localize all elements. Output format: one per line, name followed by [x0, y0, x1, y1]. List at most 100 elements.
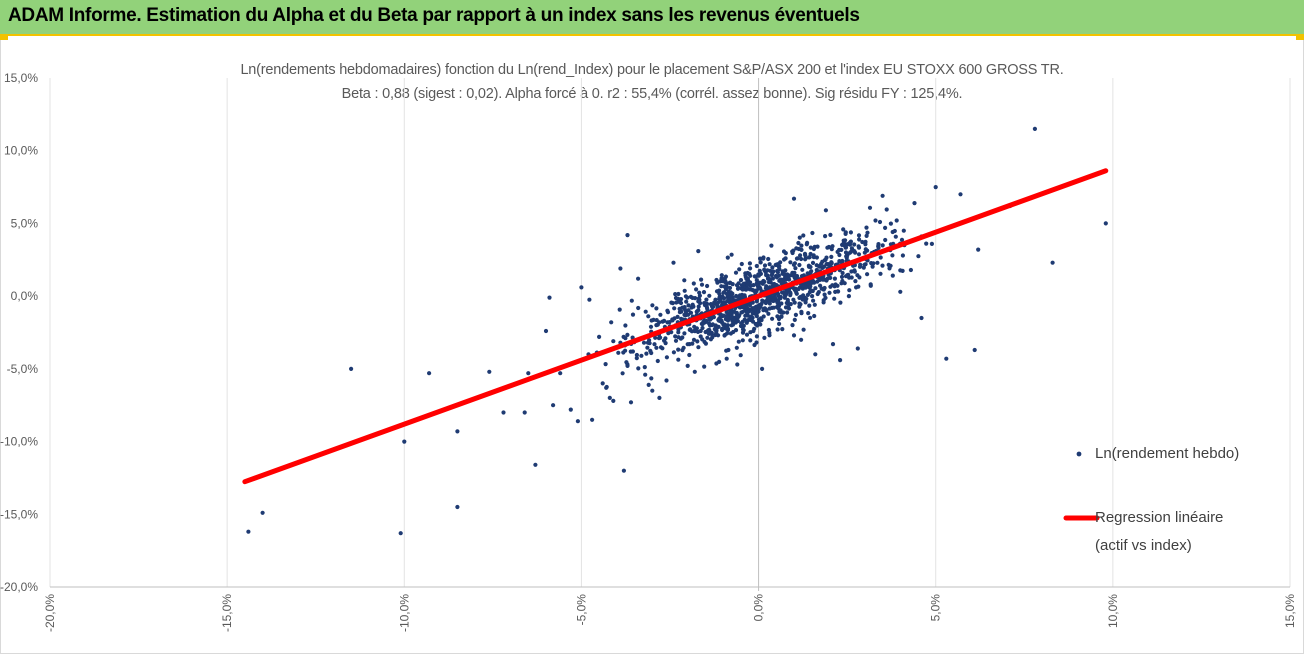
y-tick-label: 10,0%: [4, 144, 38, 158]
scatter-point: [807, 303, 812, 308]
scatter-point: [848, 239, 854, 244]
scatter-point: [782, 257, 787, 262]
scatter-point: [770, 316, 775, 321]
scatter-point: [656, 336, 662, 341]
grid-lines: [49, 78, 1291, 587]
scatter-point: [852, 242, 857, 247]
scatter-point: [722, 333, 727, 338]
scatter-point: [884, 207, 889, 212]
scatter-point: [660, 346, 665, 351]
scatter-point: [806, 311, 811, 316]
scatter-point: [807, 290, 813, 295]
scatter-point: [629, 298, 634, 303]
scatter-point: [776, 306, 781, 311]
y-tick-label: -5,0%: [7, 362, 39, 376]
scatter-point: [621, 468, 627, 473]
scatter-point: [726, 297, 731, 302]
scatter-point: [691, 337, 697, 342]
scatter-point: [654, 306, 659, 311]
scatter-point: [673, 292, 678, 297]
scatter-point: [676, 296, 681, 301]
scatter-point: [870, 264, 875, 269]
scatter-point: [783, 251, 788, 256]
scatter-point: [796, 240, 801, 246]
scatter-point: [782, 272, 787, 277]
scatter-point: [609, 320, 614, 325]
scatter-point: [843, 274, 849, 279]
scatter-point: [828, 232, 833, 237]
scatter-point: [734, 345, 739, 350]
scatter-point: [689, 329, 695, 334]
banner-corner-left: [0, 34, 8, 40]
scatter-point: [646, 314, 651, 319]
scatter-point: [725, 314, 730, 320]
scatter-point: [623, 323, 628, 328]
scatter-point: [772, 281, 777, 287]
scatter-point: [398, 531, 403, 536]
scatter-point: [849, 275, 854, 280]
scatter-point: [727, 285, 733, 290]
scatter-point: [551, 403, 556, 408]
scatter-point: [752, 342, 757, 348]
scatter-point: [944, 356, 949, 361]
scatter-point: [501, 410, 506, 415]
scatter-point: [680, 305, 685, 310]
scatter-point: [779, 280, 784, 285]
scatter-point: [729, 314, 734, 319]
scatter-point: [676, 291, 681, 297]
y-tick-label: -15,0%: [0, 507, 38, 521]
scatter-point: [487, 369, 492, 374]
scatter-point: [775, 327, 780, 332]
scatter-point: [762, 267, 767, 272]
scatter-point: [665, 308, 670, 313]
scatter-point: [808, 284, 813, 289]
scatter-point: [857, 264, 863, 269]
chart-title: Ln(rendements hebdomadaires) fonction du…: [240, 62, 1064, 78]
scatter-point: [838, 300, 843, 305]
scatter-point: [748, 266, 753, 271]
scatter-point: [707, 321, 712, 326]
scatter-point: [758, 260, 763, 265]
scatter-point: [793, 312, 799, 317]
scatter-point: [770, 265, 775, 270]
scatter-point: [766, 311, 771, 316]
scatter-point: [704, 297, 709, 302]
scatter-point: [878, 271, 883, 276]
y-tick-label: 5,0%: [11, 216, 39, 230]
scatter-point: [644, 351, 649, 356]
scatter-point: [692, 369, 697, 374]
scatter-point: [670, 317, 675, 322]
scatter-point: [799, 311, 804, 316]
scatter-point: [810, 230, 815, 236]
scatter-point: [603, 362, 608, 367]
scatter-point: [697, 297, 702, 302]
scatter-point: [543, 328, 549, 334]
scatter-point: [707, 293, 712, 298]
scatter-point: [625, 332, 630, 337]
scatter-point: [890, 229, 895, 235]
scatter-point: [700, 321, 705, 326]
scatter-point: [625, 363, 630, 368]
scatter-point: [856, 284, 861, 289]
scatter-point: [795, 256, 800, 261]
scatter-point: [680, 348, 685, 353]
scatter-point: [748, 273, 753, 278]
scatter-point: [852, 268, 857, 273]
scatter-point: [829, 254, 834, 259]
scatter-point: [728, 280, 733, 285]
scatter-point: [856, 252, 862, 257]
scatter-point: [797, 235, 802, 240]
scatter-point: [806, 263, 812, 268]
scatter-point: [648, 324, 654, 329]
scatter-point: [547, 295, 552, 300]
scatter-point: [767, 301, 772, 306]
scatter-point: [719, 273, 724, 278]
scatter-point: [800, 267, 805, 272]
axes: [50, 78, 1290, 591]
scatter-point: [617, 307, 622, 312]
scatter-point: [719, 284, 724, 289]
scatter-point: [696, 304, 701, 309]
scatter-point: [1103, 221, 1108, 226]
scatter-point: [827, 290, 832, 295]
scatter-point: [785, 310, 790, 315]
